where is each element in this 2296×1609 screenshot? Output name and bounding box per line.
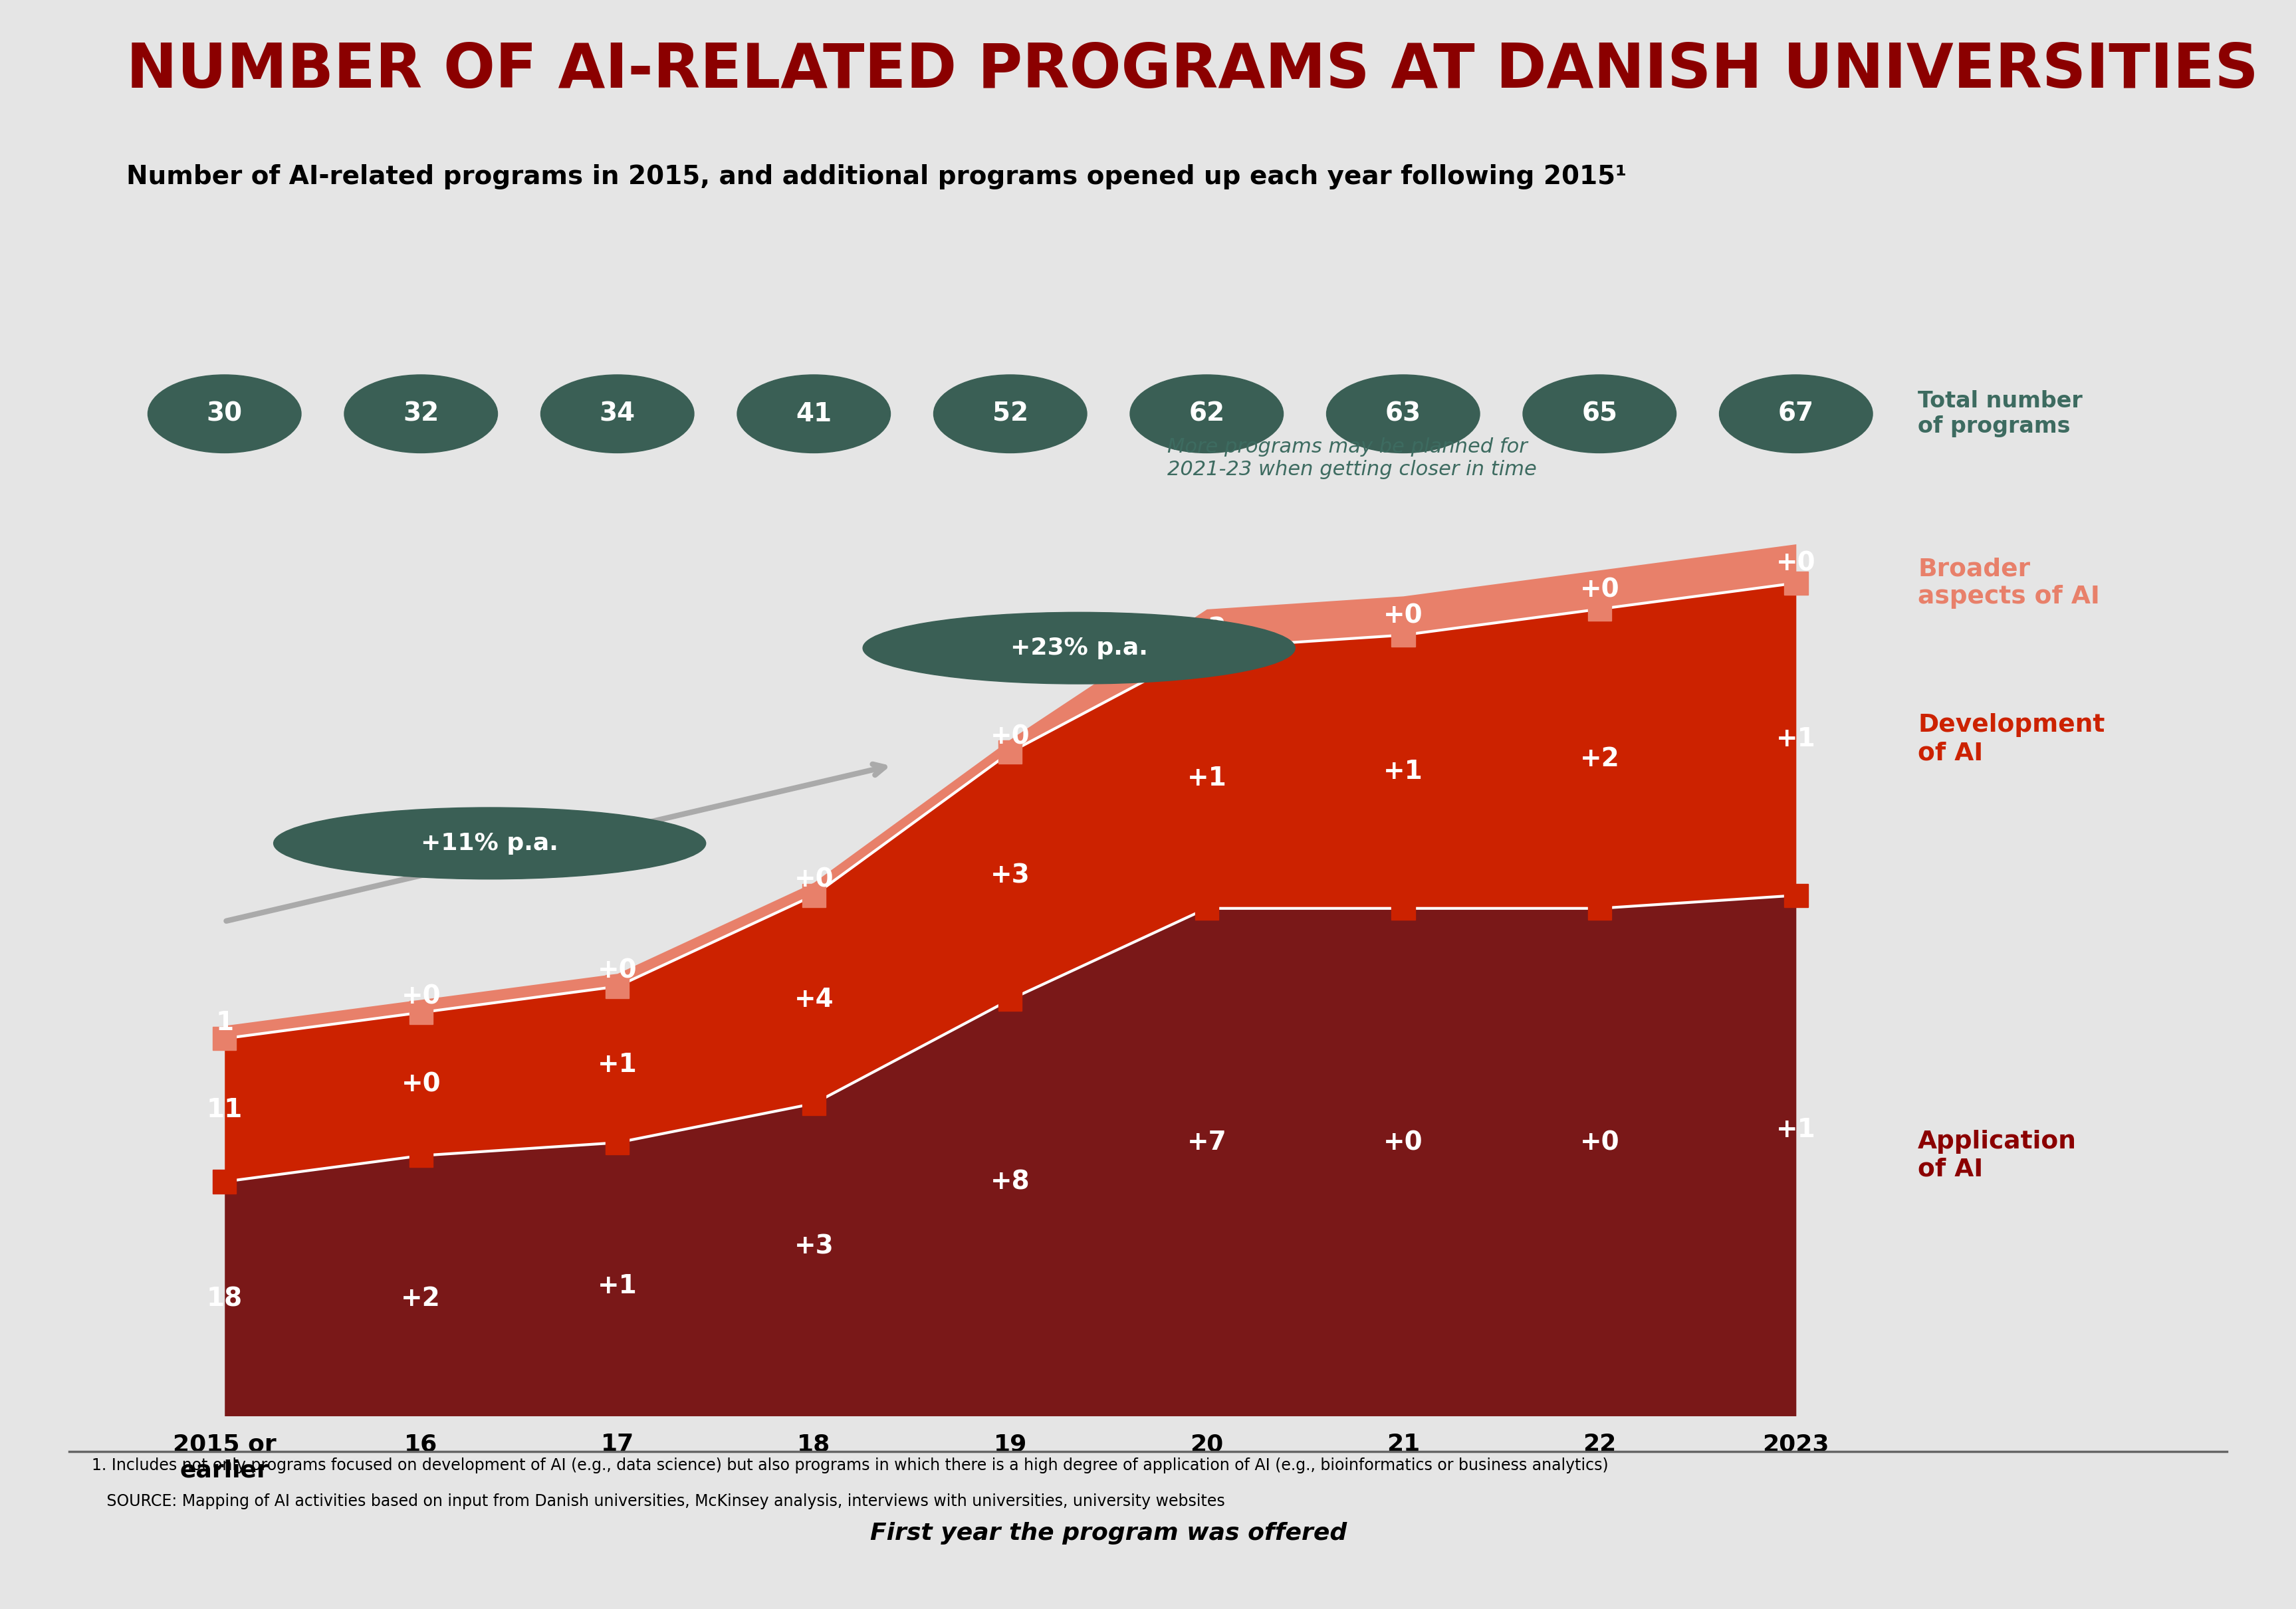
Text: More programs may be planned for
2021-23 when getting closer in time: More programs may be planned for 2021-23… <box>1166 438 1536 479</box>
Bar <box>1194 896 1219 920</box>
Bar <box>1589 597 1612 621</box>
Text: +0: +0 <box>1382 603 1424 628</box>
Text: +3: +3 <box>990 862 1031 888</box>
Text: +2: +2 <box>402 1286 441 1311</box>
Text: 1. Includes not only programs focused on development of AI (e.g., data science) : 1. Includes not only programs focused on… <box>92 1458 1609 1474</box>
Bar <box>1194 637 1219 660</box>
Text: +0: +0 <box>990 724 1031 750</box>
Text: +3: +3 <box>794 1234 833 1260</box>
Text: Total number
of programs: Total number of programs <box>1917 391 2082 438</box>
Text: 67: 67 <box>1777 401 1814 426</box>
Text: +1: +1 <box>597 1273 638 1298</box>
Text: 52: 52 <box>992 401 1029 426</box>
Bar <box>801 1093 827 1115</box>
Ellipse shape <box>934 375 1086 452</box>
Text: +0: +0 <box>1777 550 1816 576</box>
Text: NUMBER OF AI-RELATED PROGRAMS AT DANISH UNIVERSITIES: NUMBER OF AI-RELATED PROGRAMS AT DANISH … <box>126 40 2259 100</box>
Text: 63: 63 <box>1384 401 1421 426</box>
Text: 32: 32 <box>402 401 439 426</box>
Ellipse shape <box>344 375 498 452</box>
Text: Development
of AI: Development of AI <box>1917 713 2105 764</box>
Ellipse shape <box>147 375 301 452</box>
Ellipse shape <box>542 375 693 452</box>
Text: +2: +2 <box>1580 747 1619 771</box>
Ellipse shape <box>1522 375 1676 452</box>
Text: +0: +0 <box>1382 1130 1424 1155</box>
Bar <box>1589 896 1612 920</box>
Text: +23% p.a.: +23% p.a. <box>1010 637 1148 660</box>
Text: +0: +0 <box>597 959 638 983</box>
Bar <box>606 975 629 998</box>
Text: +0: +0 <box>1580 578 1619 602</box>
Text: 65: 65 <box>1582 401 1616 426</box>
Bar <box>214 1027 236 1051</box>
Ellipse shape <box>273 808 705 879</box>
Bar <box>999 988 1022 1010</box>
Text: +0: +0 <box>794 867 833 893</box>
Bar <box>214 1170 236 1194</box>
Bar <box>801 883 827 907</box>
Text: +1: +1 <box>597 1052 638 1076</box>
Text: Broader
aspects of AI: Broader aspects of AI <box>1917 557 2101 608</box>
Ellipse shape <box>737 375 891 452</box>
Ellipse shape <box>1720 375 1874 452</box>
Text: 41: 41 <box>797 401 831 426</box>
Bar <box>1784 883 1807 907</box>
Text: +1: +1 <box>1777 727 1816 751</box>
Text: +11% p.a.: +11% p.a. <box>420 832 558 854</box>
Text: First year the program was offered: First year the program was offered <box>870 1522 1348 1545</box>
Text: +1: +1 <box>1382 759 1424 784</box>
Bar <box>1391 623 1414 647</box>
Text: 1: 1 <box>216 1010 234 1036</box>
Ellipse shape <box>863 613 1295 684</box>
Bar <box>409 1001 432 1025</box>
Text: SOURCE: Mapping of AI activities based on input from Danish universities, McKins: SOURCE: Mapping of AI activities based o… <box>92 1493 1226 1509</box>
Text: Number of AI-related programs in 2015, and additional programs opened up each ye: Number of AI-related programs in 2015, a… <box>126 164 1626 190</box>
Text: +4: +4 <box>794 986 833 1012</box>
Text: +1: +1 <box>1187 766 1226 792</box>
Bar <box>409 1144 432 1168</box>
Text: 62: 62 <box>1189 401 1224 426</box>
Text: 30: 30 <box>207 401 243 426</box>
Text: Application
of AI: Application of AI <box>1917 1130 2076 1181</box>
Text: +2: +2 <box>1187 616 1226 642</box>
Text: +7: +7 <box>1187 1130 1226 1155</box>
Bar <box>1391 896 1414 920</box>
Bar <box>606 1131 629 1154</box>
Text: +0: +0 <box>1580 1130 1619 1155</box>
Text: 34: 34 <box>599 401 636 426</box>
Text: +0: +0 <box>402 1072 441 1097</box>
Bar <box>1784 571 1807 595</box>
Text: 18: 18 <box>207 1286 243 1311</box>
Ellipse shape <box>1327 375 1479 452</box>
Text: 11: 11 <box>207 1097 243 1123</box>
Ellipse shape <box>1130 375 1283 452</box>
Text: +0: +0 <box>402 985 441 1009</box>
Text: +8: +8 <box>990 1170 1031 1194</box>
Text: +1: +1 <box>1777 1117 1816 1142</box>
Bar <box>999 740 1022 764</box>
